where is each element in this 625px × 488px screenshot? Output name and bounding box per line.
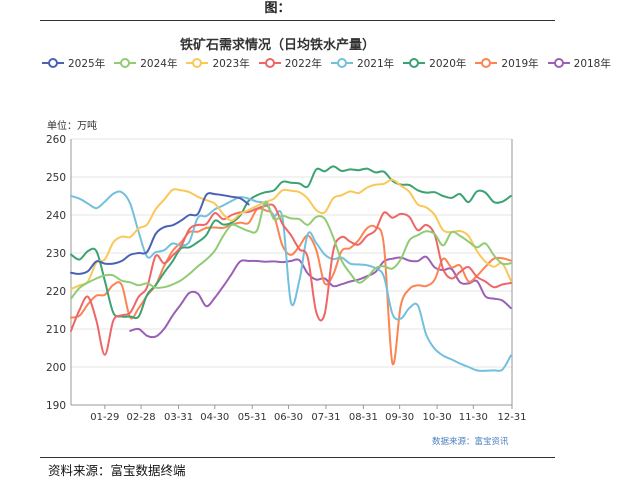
figure-caption: 图：	[264, 1, 291, 16]
legend-label: 2023年	[212, 57, 250, 70]
legend-swatch	[114, 57, 137, 69]
legend-label: 2019年	[501, 57, 539, 70]
legend-label: 2021年	[356, 57, 395, 70]
y-tick-label: 190	[46, 400, 66, 412]
y-tick-label: 200	[46, 362, 66, 374]
y-tick-label: 230	[46, 248, 66, 260]
legend-swatch	[42, 57, 64, 69]
legend-swatch	[475, 57, 498, 69]
legend-swatch	[258, 57, 281, 69]
y-tick-label: 210	[46, 324, 66, 336]
legend-swatch	[186, 57, 209, 69]
legend-item[interactable]: 2023年	[186, 55, 250, 71]
chart-title: 铁矿石需求情况（日均铁水产量）	[179, 38, 375, 53]
legend-item[interactable]: 2022年	[258, 55, 322, 71]
legend-label: 2018年	[573, 57, 611, 70]
top-rule	[40, 20, 555, 21]
x-tick-label: 06-30	[274, 412, 303, 423]
y-tick-label: 260	[46, 134, 66, 146]
series-line-2022年	[70, 203, 512, 356]
legend-item[interactable]: 2021年	[330, 55, 395, 71]
legend-item[interactable]: 2025年	[42, 55, 105, 71]
y-tick-label: 240	[46, 210, 66, 222]
legend-label: 2020年	[429, 57, 467, 70]
legend-item[interactable]: 2018年	[547, 55, 611, 71]
x-tick-label: 10-30	[423, 412, 452, 423]
x-tick-label: 02-28	[127, 412, 156, 423]
footer-source: 资料来源：富宝数据终端	[48, 463, 186, 478]
series-line-2020年	[70, 165, 512, 320]
legend-label: 2022年	[284, 57, 322, 70]
x-tick-label: 12-31	[497, 412, 526, 423]
legend-swatch	[403, 57, 426, 69]
series-line-2023年	[70, 178, 512, 291]
legend-item[interactable]: 2020年	[403, 55, 466, 71]
x-tick-label: 07-31	[311, 412, 340, 423]
x-tick-label: 08-31	[349, 412, 378, 423]
series-line-2018年	[129, 255, 512, 339]
legend-label: 2025年	[68, 57, 106, 70]
chart-legend: 2025年 2024年 2023年 2022年 2021年 2020年 2019年 2018年	[42, 55, 620, 71]
y-tick-label: 220	[46, 286, 66, 298]
legend-item[interactable]: 2024年	[114, 55, 177, 71]
legend-swatch	[330, 57, 353, 69]
series-line-2025年	[70, 192, 250, 275]
x-tick-label: 05-31	[238, 412, 267, 423]
series-line-2024年	[70, 200, 512, 300]
y-tick-label: 250	[46, 172, 66, 184]
bottom-rule	[40, 457, 555, 458]
legend-label: 2024年	[140, 57, 178, 70]
unit-label: 单位：万吨	[47, 121, 97, 132]
x-tick-label: 09-30	[385, 412, 414, 423]
x-tick-label: 01-29	[90, 412, 119, 423]
legend-item[interactable]: 2019年	[475, 55, 539, 71]
x-tick-label: 04-30	[200, 412, 229, 423]
x-tick-label: 11-30	[459, 412, 488, 423]
legend-swatch	[547, 57, 570, 69]
x-tick-label: 03-31	[164, 412, 193, 423]
chart-source-label: 数据来源：富宝资讯	[432, 437, 509, 447]
